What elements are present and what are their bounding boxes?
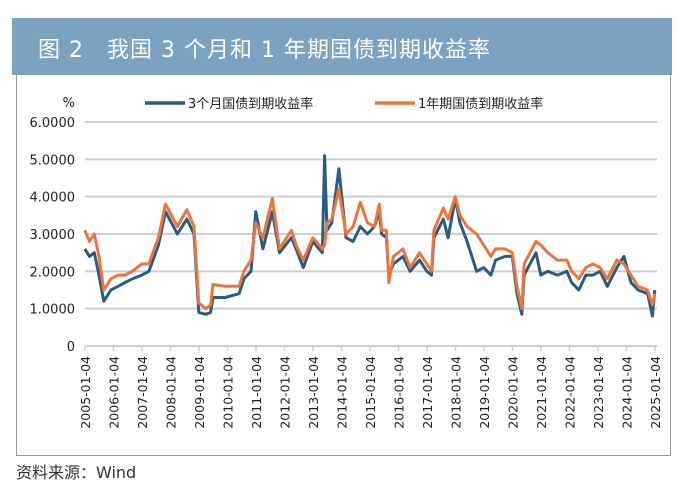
x-tick-label: 2008-01-04 — [164, 356, 179, 429]
y-tick-label: 4.0000 — [30, 191, 76, 206]
x-tick-label: 2017-01-04 — [420, 356, 435, 429]
x-tick-label: 2025-01-04 — [648, 356, 663, 429]
y-axis-unit: % — [63, 96, 75, 111]
x-tick-label: 2024-01-04 — [620, 356, 635, 429]
y-tick-label: 0 — [67, 340, 75, 355]
x-tick-label: 2020-01-04 — [506, 356, 521, 429]
x-tick-label: 2005-01-04 — [78, 356, 93, 429]
x-tick-label: 2007-01-04 — [135, 356, 150, 429]
legend-label-3m: 3个月国债到期收益率 — [188, 96, 313, 112]
x-tick-label: 2010-01-04 — [221, 356, 236, 429]
x-tick-label: 2011-01-04 — [249, 356, 264, 429]
x-tick-label: 2013-01-04 — [306, 356, 321, 429]
x-tick-label: 2015-01-04 — [363, 356, 378, 429]
x-tick-label: 2019-01-04 — [477, 356, 492, 429]
chart-title: 图 2 我国 3 个月和 1 年期国债到期收益率 — [38, 38, 491, 63]
series-line-3m — [83, 154, 657, 318]
x-tick-label: 2021-01-04 — [534, 356, 549, 429]
x-tick-label: 2012-01-04 — [278, 356, 293, 429]
x-tick-label: 2023-01-04 — [591, 356, 606, 429]
x-tick-label: 2009-01-04 — [192, 356, 207, 429]
y-tick-label: 2.0000 — [30, 265, 76, 280]
title-bar: 图 2 我国 3 个月和 1 年期国债到期收益率 — [12, 18, 672, 75]
x-tick-label: 2022-01-04 — [563, 356, 578, 429]
legend-label-1y: 1年期国债到期收益率 — [418, 96, 543, 112]
x-tick-label: 2018-01-04 — [449, 356, 464, 429]
line-chart: % 01.00002.00003.00004.00005.00006.0000 … — [30, 96, 664, 429]
series-line-1y — [83, 187, 657, 311]
x-tick-label: 2006-01-04 — [107, 356, 122, 429]
y-tick-label: 6.0000 — [30, 116, 76, 131]
chart-frame — [16, 75, 671, 456]
y-tick-label: 3.0000 — [30, 228, 76, 243]
y-tick-label: 1.0000 — [30, 303, 76, 318]
x-tick-label: 2014-01-04 — [335, 356, 350, 429]
y-tick-label: 5.0000 — [30, 153, 76, 168]
x-tick-label: 2016-01-04 — [392, 356, 407, 429]
source-note: 资料来源：Wind — [16, 463, 137, 482]
